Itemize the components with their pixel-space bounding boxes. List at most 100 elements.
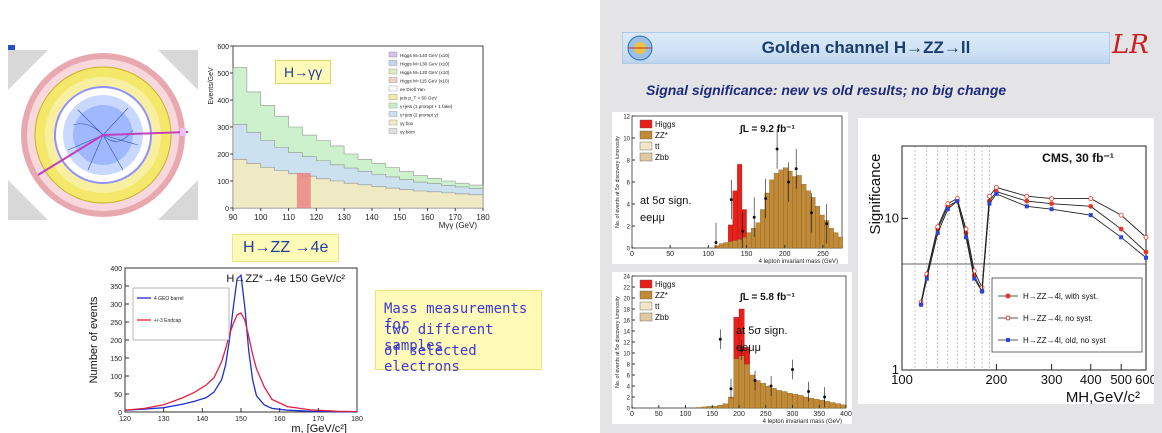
ll58-y-tick-label: 8 [627, 363, 631, 369]
sig-data-point [919, 302, 924, 307]
sig-x-tick-label: 200 [986, 372, 1008, 387]
sig-data-point [1049, 201, 1055, 207]
ll58-lumi-annotation: ∫L = 5.8 fb⁻¹ [739, 292, 795, 303]
ll92-higgs-bar [732, 190, 738, 241]
ll92-y-tick-label: 4 [627, 203, 631, 209]
ll92-y-tick-label: 0 [627, 247, 631, 253]
hzz4e-x-tick-label: 160 [274, 416, 286, 423]
ll92-zz-bar [760, 209, 766, 249]
ll92-x-tick-label: 50 [666, 251, 674, 258]
ll92-data-point [714, 241, 718, 244]
ll92-data-point [825, 222, 829, 226]
sig-data-point [972, 276, 977, 281]
ll58-data-point [823, 395, 827, 399]
ll58-zz-bar [744, 363, 750, 409]
hgg-legend-entry: γγ box [400, 121, 414, 126]
ll92-zz-bar [728, 241, 733, 249]
ll58-zz-bar [776, 390, 782, 409]
ll92-legend-entry: Higgs [655, 120, 675, 129]
ll92-data-point [729, 198, 733, 202]
ll58-x-tick-label: 350 [813, 411, 825, 418]
ll58-zz-bar [781, 391, 788, 409]
ll58-y-tick-label: 16 [623, 319, 630, 325]
ll92-legend-entry: tt [655, 142, 660, 151]
hzz4e-y-tick-label: 250 [110, 320, 122, 327]
ll58-data-point [807, 390, 811, 393]
sig-data-point [1024, 193, 1030, 199]
ll92-legend-swatch [639, 152, 653, 162]
ll92-zz-bar [714, 245, 720, 249]
hgg-y-tick-label: 0 [225, 206, 229, 213]
sig-data-point [964, 235, 969, 240]
ll92-y-axis-label: No. of events at 5σ discovery luminosity [615, 136, 621, 228]
hzz4e-y-tick-label: 100 [110, 374, 122, 381]
hgg-legend-entry: γ+jets (2 prompt γ) [400, 113, 439, 118]
sig-legend-marker [1005, 315, 1011, 321]
hzz4e-chart: 4 GEO barrel +/-3 Endcap H→ZZ*→4e 150 GeV/… [88, 266, 363, 433]
ll92-zz-bar [773, 173, 779, 249]
hgg-x-tick-label: 180 [476, 213, 490, 222]
ll58-legend-entry: Zbb [655, 313, 669, 322]
ll92-legend-entry: ZZ* [655, 131, 668, 140]
ll58-data-point [753, 379, 757, 382]
sig-legend-marker [1006, 338, 1010, 342]
ll92-x-tick-label: 200 [779, 251, 791, 258]
ll92-data-point [794, 167, 798, 171]
hgg-legend-entry: γγ born [400, 130, 416, 135]
hgg-legend-entry: Higgs M=140 GeV (x10) [400, 53, 450, 58]
sig-data-point [993, 184, 999, 190]
sig-legend-entry: H→ZZ→4l, old, no syst [1023, 336, 1106, 345]
ll58-x-tick-label: 100 [680, 411, 692, 418]
hzz4e-x-tick-label: 140 [196, 416, 208, 423]
ll58-y-tick-label: 6 [627, 374, 631, 380]
ll92-y-tick-label: 10 [623, 137, 630, 143]
ll58-zz-bar [717, 405, 724, 409]
hzz4e-x-tick-label: 130 [158, 416, 170, 423]
sig-x-tick-label: 300 [1041, 372, 1063, 387]
hgg-x-tick-label: 170 [449, 213, 463, 222]
hgg-legend-swatch [388, 128, 398, 134]
slide-title-bar: Golden channel H→ZZ→ll [622, 32, 1110, 64]
ll58-zz-bar [712, 406, 718, 409]
ll92-note-line1: at 5σ sign. [640, 195, 691, 207]
significance-chart: 100 200 300 400 500 600 1 10 MH,GeV/c² Significan… [867, 145, 1154, 404]
ll92-y-tick-label: 12 [623, 115, 630, 121]
event-display [8, 50, 198, 220]
ll58-note-line1: at 5σ sign. [736, 325, 787, 337]
hzz4e-y-tick-label: 0 [118, 410, 122, 417]
hgg-x-tick-label: 140 [365, 213, 379, 222]
ll92-y-tick-label: 6 [627, 181, 631, 187]
cms-logo-icon [627, 35, 653, 61]
hgg-legend-swatch [388, 68, 398, 75]
sig-data-point [945, 207, 950, 212]
ll58-zz-bar [813, 399, 820, 409]
ll92-data-point [752, 215, 756, 219]
ll92-zz-bar [723, 242, 729, 249]
hgg-y-tick-label: 500 [217, 71, 229, 78]
mass-measurement-note: Mass measurements for two different samp… [375, 290, 542, 375]
hgg-x-tick-label: 110 [282, 213, 295, 222]
ll58-y-tick-label: 24 [623, 275, 630, 281]
sig-data-point [1118, 212, 1124, 218]
significance-panel: 100 200 300 400 500 600 1 10 MH,GeV/c² Significan… [858, 118, 1154, 404]
sig-data-point [1143, 249, 1149, 255]
sig-data-point [1024, 204, 1029, 209]
ll58-zz-bar [722, 403, 729, 409]
ll58-zz-bar [824, 401, 831, 409]
ll92-legend-swatch [639, 141, 653, 151]
ll92-zz-bar [828, 228, 834, 249]
sig-data-point [924, 276, 929, 281]
ll92-panel: 0 2 4 6 8 10 12 0 50 100 150 200 250 4 lepton invaria… [612, 112, 848, 264]
ll58-data-point [718, 337, 722, 341]
ll92-zz-bar [769, 179, 775, 249]
sig-data-point [1144, 255, 1148, 260]
ll58-zz-bar [808, 397, 815, 409]
hgg-x-tick-label: 150 [393, 213, 407, 222]
hgg-legend-swatch [388, 102, 398, 109]
ll58-data-point [769, 384, 773, 388]
hzz4e-legend-entry: +/-3 Endcap [154, 318, 181, 324]
ll58-zz-bar [803, 396, 809, 409]
ll58-data-point [740, 348, 744, 352]
ll92-x-axis-label: 4 lepton invariant mass (GeV) [759, 259, 838, 264]
ll58-y-tick-label: 18 [623, 308, 630, 314]
